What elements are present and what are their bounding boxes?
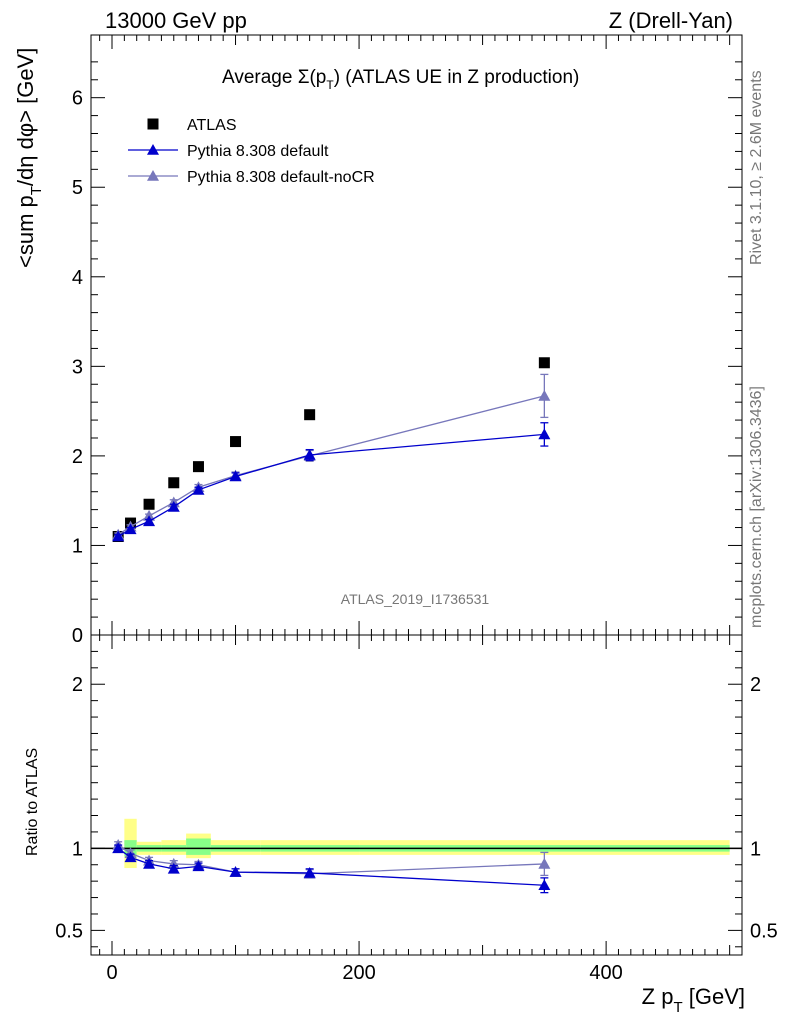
default-point (112, 530, 125, 542)
ratio-band-inner (186, 838, 211, 855)
main-plot: 0 1 2 3 4 5 6 (72, 34, 743, 647)
atlas-point (192, 461, 204, 473)
default-point (229, 470, 242, 482)
ratio-default-point (112, 842, 125, 854)
atlas-point (168, 477, 180, 489)
legend-label: Pythia 8.308 default (187, 143, 329, 160)
main-y-label: <sum pT/dη dφ> [GeV] (13, 48, 45, 268)
y-tick-label: 2 (72, 446, 83, 468)
y-tick-label: 4 (72, 267, 83, 289)
x-axis-label: Z pT [GeV] (642, 984, 745, 1016)
atlas-point (143, 498, 155, 510)
y-tick-label: 5 (72, 177, 83, 199)
atlas-point (304, 409, 316, 421)
ratio-default-point (167, 862, 180, 874)
chart-title: Average Σ(pT) (ATLAS UE in Z production) (222, 67, 579, 92)
ratio-y-tick-label: 1 (72, 838, 83, 860)
legend: ATLAS Pythia 8.308 default Pythia 8.308 de… (128, 117, 375, 186)
x-tick-label: 400 (589, 962, 622, 984)
ratio-noCR-point (538, 857, 551, 869)
ratio-y-label: Ratio to ATLAS (24, 748, 41, 856)
ratio-default-point (143, 857, 156, 869)
x-tick-label: 200 (342, 962, 375, 984)
y-tick-label: 0 (72, 625, 83, 647)
ratio-plot: 0 200 400 0.5 0.5 1 1 2 2 (55, 634, 778, 984)
ratio-y-tick-label: 0.5 (55, 920, 83, 942)
ratio-default-point (538, 879, 551, 891)
ratio-frame (90, 634, 743, 956)
ratio-default-point (124, 851, 137, 863)
ratio-y-tick-label-right: 0.5 (750, 920, 778, 942)
header-left: 13000 GeV pp (105, 8, 247, 33)
x-tick-label: 0 (106, 962, 117, 984)
ratio-y-tick-label-right: 1 (750, 838, 761, 860)
ratio-default-point (192, 860, 205, 872)
analysis-watermark: ATLAS_2019_I1736531 (341, 591, 490, 607)
ratio-y-tick-label-right: 2 (750, 674, 761, 696)
default-point (167, 500, 180, 512)
legend-label: Pythia 8.308 default-noCR (187, 169, 375, 186)
legend-marker (147, 144, 159, 155)
legend-marker (147, 170, 159, 181)
atlas-point (538, 357, 550, 369)
default-point (192, 483, 205, 495)
ratio-default-point (303, 866, 316, 878)
y-tick-label: 3 (72, 356, 83, 378)
default-point (303, 449, 316, 460)
header-right: Z (Drell-Yan) (609, 8, 733, 33)
noCR-line (117, 395, 545, 536)
legend-label: ATLAS (187, 117, 237, 134)
y-tick-label: 6 (72, 88, 83, 110)
ratio-default-point (229, 866, 242, 877)
mcplots-label: mcplots.cern.ch [arXiv:1306.3436] (748, 386, 765, 628)
default-point (538, 428, 551, 440)
default-point (143, 515, 156, 527)
atlas-point (230, 436, 242, 448)
ratio-y-tick-label: 2 (72, 674, 83, 696)
y-tick-label: 1 (72, 535, 83, 557)
legend-atlas-marker (147, 118, 159, 130)
noCR-point (538, 389, 551, 401)
default-point (124, 523, 137, 535)
rivet-label: Rivet 3.1.10, ≥ 2.6M events (748, 70, 765, 265)
